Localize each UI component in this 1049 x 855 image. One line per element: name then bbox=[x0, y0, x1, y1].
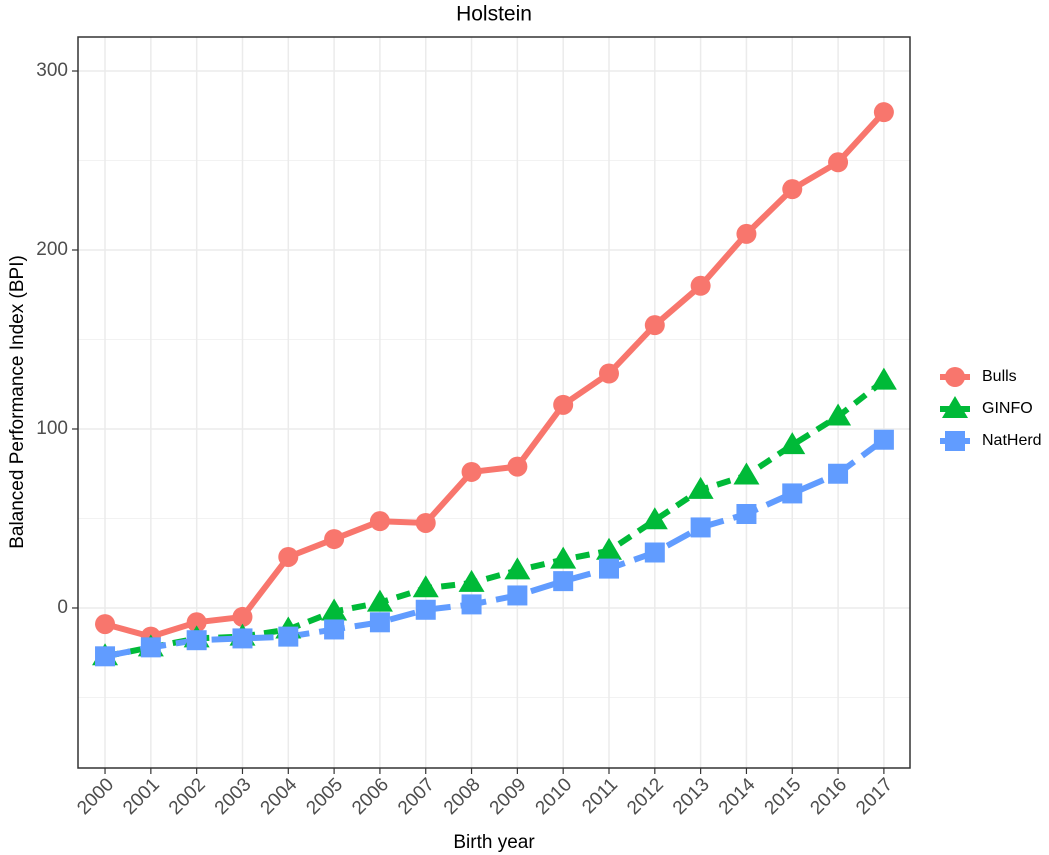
marker bbox=[550, 546, 577, 569]
marker bbox=[369, 511, 390, 532]
marker bbox=[324, 619, 345, 640]
legend-marker bbox=[945, 431, 965, 451]
marker bbox=[641, 507, 668, 530]
chart-title: Holstein bbox=[456, 3, 532, 26]
marker bbox=[461, 594, 482, 615]
y-tick-label: 300 bbox=[36, 60, 68, 81]
marker bbox=[733, 462, 760, 485]
marker bbox=[736, 504, 757, 525]
marker bbox=[95, 614, 116, 635]
marker bbox=[828, 152, 849, 173]
marker bbox=[140, 637, 161, 658]
marker bbox=[186, 612, 207, 633]
marker bbox=[504, 557, 531, 580]
legend-label: GINFO bbox=[982, 400, 1033, 417]
marker bbox=[95, 646, 116, 667]
marker bbox=[553, 571, 574, 592]
marker bbox=[595, 537, 622, 560]
y-axis-label: Balanced Performance Index (BPI) bbox=[7, 255, 28, 549]
marker bbox=[598, 363, 619, 384]
marker bbox=[412, 575, 439, 598]
marker bbox=[507, 585, 528, 606]
marker bbox=[369, 612, 390, 633]
legend-marker bbox=[945, 367, 965, 387]
marker bbox=[873, 429, 894, 450]
y-tick-label: 100 bbox=[36, 418, 68, 439]
marker bbox=[644, 315, 665, 336]
marker bbox=[186, 630, 207, 651]
marker bbox=[828, 463, 849, 484]
marker bbox=[232, 628, 253, 649]
marker bbox=[782, 483, 803, 504]
marker bbox=[366, 589, 393, 612]
marker bbox=[278, 546, 299, 567]
marker bbox=[321, 598, 348, 621]
marker bbox=[870, 367, 897, 390]
marker bbox=[687, 476, 714, 499]
marker bbox=[507, 456, 528, 477]
marker bbox=[644, 542, 665, 563]
legend-label: NatHerd bbox=[982, 432, 1042, 449]
marker bbox=[873, 102, 894, 123]
series-line bbox=[104, 378, 886, 660]
legend-label: Bulls bbox=[982, 368, 1017, 385]
x-axis-label: Birth year bbox=[453, 832, 535, 853]
marker bbox=[690, 517, 711, 538]
marker bbox=[232, 606, 253, 627]
marker bbox=[736, 223, 757, 244]
marker bbox=[415, 599, 436, 620]
marker bbox=[278, 626, 299, 647]
marker bbox=[598, 558, 619, 579]
marker bbox=[415, 512, 436, 533]
marker bbox=[458, 569, 485, 592]
y-tick-label: 200 bbox=[36, 239, 68, 260]
marker bbox=[461, 461, 482, 482]
marker bbox=[825, 403, 852, 426]
marker bbox=[779, 432, 806, 455]
legend-marker bbox=[942, 396, 968, 418]
marker bbox=[782, 179, 803, 200]
marker bbox=[690, 275, 711, 296]
marker bbox=[324, 529, 345, 550]
y-tick-label: 0 bbox=[57, 597, 68, 618]
marker bbox=[553, 394, 574, 415]
plot-border bbox=[77, 36, 911, 769]
